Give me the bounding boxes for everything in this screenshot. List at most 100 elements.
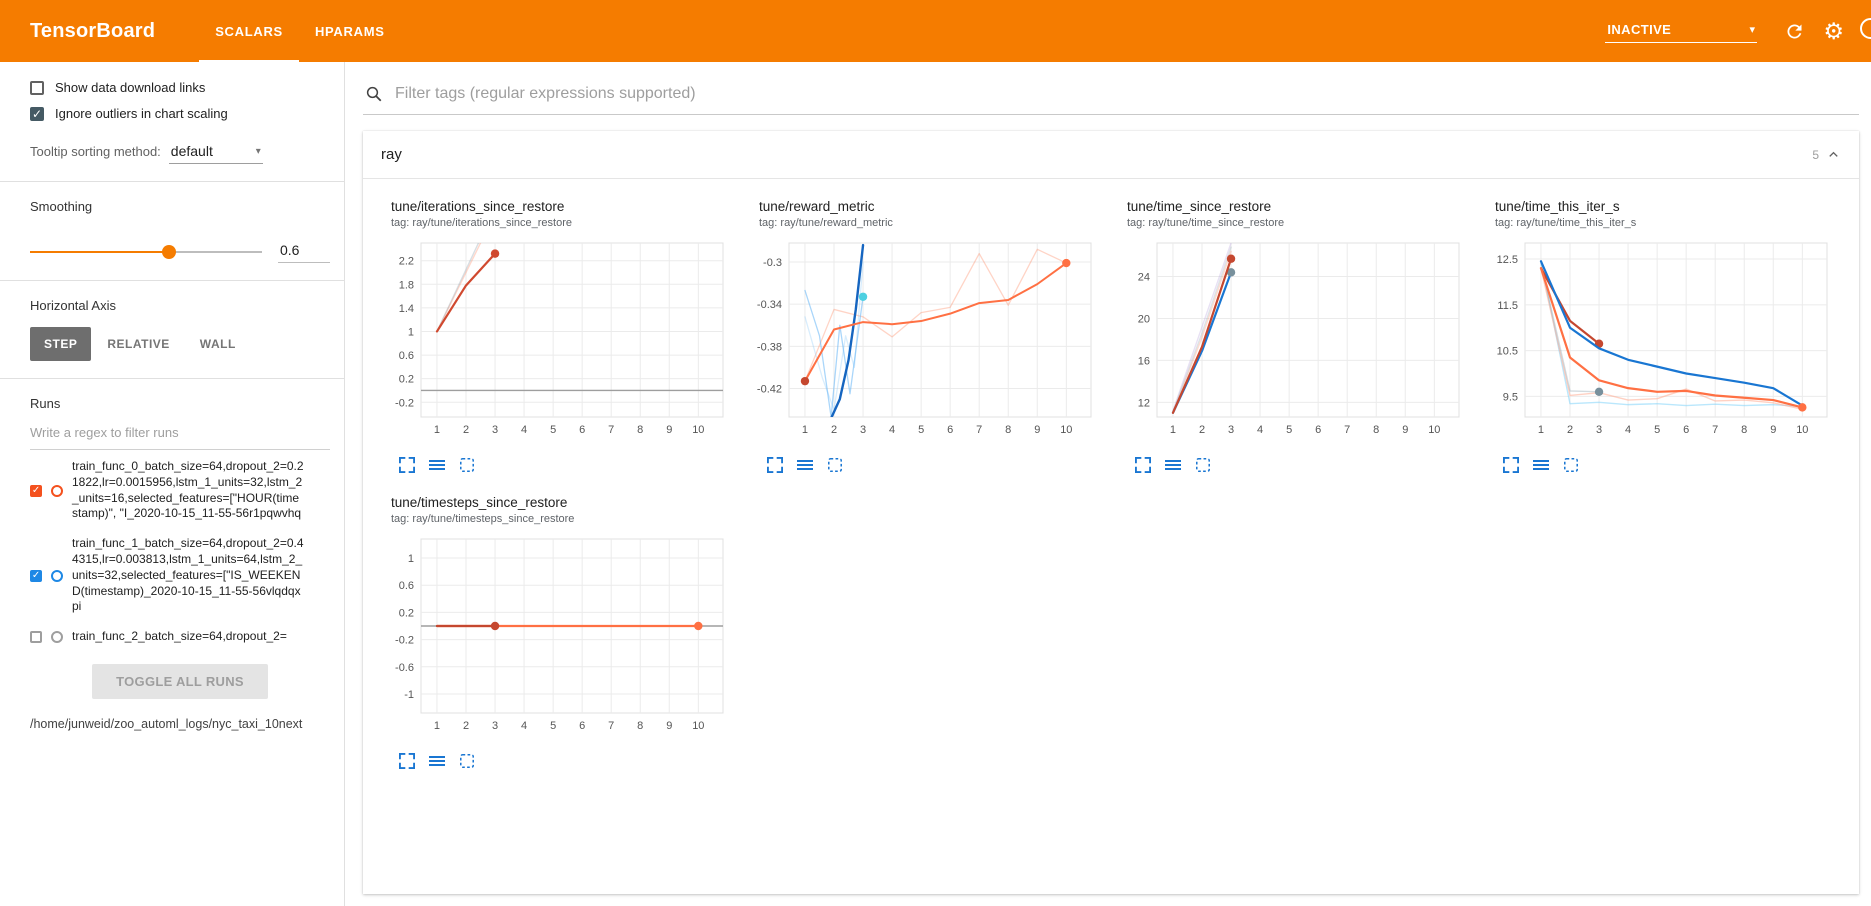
run-row[interactable]: ✓ train_func_0_batch_size=64,dropout_2=0.… [30,452,330,529]
svg-text:9: 9 [1034,424,1040,436]
chart-tag: tag: ray/tune/reward_metric [759,217,893,229]
run-row[interactable]: train_func_2_batch_size=64,dropout_2= [30,622,330,652]
tag-group-card: ray 5 tune/iterations_since_restore tag: … [363,131,1859,894]
chart-title: tune/time_since_restore [1127,199,1272,214]
checkbox-row[interactable]: Show data download links [30,80,330,95]
chart-plot[interactable]: 1 2 3 4 5 6 7 8 9 10 -0.2 0.2 0.6 1 1.4 1.8 2.2 [377,235,729,447]
pin-icon[interactable] [827,457,843,473]
checkbox[interactable] [30,80,44,95]
svg-text:5: 5 [918,424,924,436]
expand-icon[interactable] [399,753,415,769]
chart-title: tune/time_this_iter_s [1495,199,1620,214]
svg-text:10: 10 [692,720,704,732]
data-lines-icon[interactable] [1165,457,1181,473]
horizontal-axis-label: Horizontal Axis [30,298,116,313]
chart-toolbar [1503,457,1833,473]
data-lines-icon[interactable] [429,457,445,473]
run-label: train_func_2_batch_size=64,dropout_2= [72,629,287,644]
svg-text:4: 4 [521,720,527,732]
toggle-all-runs-button[interactable]: TOGGLE ALL RUNS [92,664,268,699]
smoothing-slider-knob[interactable] [162,244,177,259]
expand-icon[interactable] [399,457,415,473]
tab-scalars[interactable]: SCALARS [199,0,299,62]
svg-text:9: 9 [1770,424,1776,436]
pin-icon[interactable] [1195,457,1211,473]
checkbox-label: Show data download links [55,80,206,95]
axis-step-button[interactable]: STEP [30,327,92,361]
svg-text:7: 7 [608,720,614,732]
run-radio-icon[interactable] [51,631,63,644]
svg-text:6: 6 [579,424,585,436]
help-icon-clip [1860,18,1871,44]
svg-text:16: 16 [1138,355,1150,367]
header-spacer [401,0,1606,62]
smoothing-value-input[interactable] [278,240,330,263]
svg-text:7: 7 [976,424,982,436]
chart-card: tune/time_since_restore tag: ray/tune/tim… [1113,199,1465,473]
data-lines-icon[interactable] [1533,457,1549,473]
tooltip-sorting-dropdown[interactable]: default ▾ [168,143,263,164]
data-lines-icon[interactable] [797,457,813,473]
svg-text:10: 10 [692,424,704,436]
data-lines-icon[interactable] [429,753,445,769]
chart-plot[interactable]: 1 2 3 4 5 6 7 8 9 10 9.5 10.5 11.5 12.5 [1481,235,1833,447]
chevron-up-icon[interactable] [1826,147,1841,162]
run-radio-icon[interactable] [51,569,63,582]
chart-card: tune/reward_metric tag: ray/tune/reward_m… [745,199,1097,473]
svg-text:6: 6 [1315,424,1321,436]
svg-text:8: 8 [1741,424,1747,436]
expand-icon[interactable] [1135,457,1151,473]
chart-plot[interactable]: 1 2 3 4 5 6 7 8 9 10 -1 -0.6 -0.2 0.2 0.6 1 [377,531,729,743]
run-checkbox[interactable]: ✓ [30,484,42,497]
svg-text:5: 5 [550,424,556,436]
tag-group-header[interactable]: ray 5 [363,131,1859,179]
run-checkbox[interactable]: ✓ [30,569,42,582]
run-row[interactable]: ✓ train_func_1_batch_size=64,dropout_2=0.… [30,529,330,622]
run-checkbox[interactable] [30,631,42,644]
pin-icon[interactable] [1563,457,1579,473]
svg-text:8: 8 [637,720,643,732]
tooltip-sorting-value: default [170,143,213,159]
axis-wall-button[interactable]: WALL [186,327,250,361]
app-title[interactable]: TensorBoard [30,19,156,42]
tab-hparams[interactable]: HPARAMS [314,23,385,39]
content-area: Show data download links ✓ Ignore outliers… [0,62,1871,906]
svg-text:0.6: 0.6 [399,350,414,362]
svg-text:-0.6: -0.6 [395,662,414,674]
expand-icon[interactable] [767,457,783,473]
chart-title: tune/reward_metric [759,199,875,214]
pin-icon[interactable] [459,753,475,769]
runs-list: ✓ train_func_0_batch_size=64,dropout_2=0.… [30,452,330,658]
svg-text:10: 10 [1060,424,1072,436]
tag-filter-input[interactable] [393,84,1857,104]
svg-text:6: 6 [947,424,953,436]
axis-relative-button[interactable]: RELATIVE [93,327,183,361]
svg-text:-1: -1 [404,689,414,701]
help-icon[interactable] [1860,18,1871,39]
runs-filter-input[interactable] [30,419,330,450]
svg-text:3: 3 [1228,424,1234,436]
svg-text:4: 4 [1257,424,1263,436]
checkbox-row[interactable]: ✓ Ignore outliers in chart scaling [30,106,330,121]
svg-text:-0.38: -0.38 [757,341,782,353]
smoothing-slider[interactable] [30,244,262,259]
svg-text:12: 12 [1138,397,1150,409]
svg-text:-0.2: -0.2 [395,397,414,409]
status-dropdown[interactable]: INACTIVE ▾ [1605,20,1758,43]
divider [0,280,344,281]
expand-icon[interactable] [1503,457,1519,473]
chart-toolbar [767,457,1097,473]
header-bar: TensorBoard SCALARS HPARAMS INACTIVE ▾ ⚙ [0,0,1871,62]
svg-text:-0.34: -0.34 [757,299,782,311]
settings-icon[interactable]: ⚙ [1823,17,1844,44]
svg-text:9: 9 [666,424,672,436]
pin-icon[interactable] [459,457,475,473]
svg-text:1: 1 [408,326,414,338]
refresh-icon[interactable] [1784,21,1805,42]
svg-text:6: 6 [579,720,585,732]
checkbox[interactable]: ✓ [30,106,44,121]
chart-toolbar [1135,457,1465,473]
run-radio-icon[interactable] [51,484,63,497]
chart-plot[interactable]: 1 2 3 4 5 6 7 8 9 10 -0.42 -0.38 -0.34 -0.3 [745,235,1097,447]
